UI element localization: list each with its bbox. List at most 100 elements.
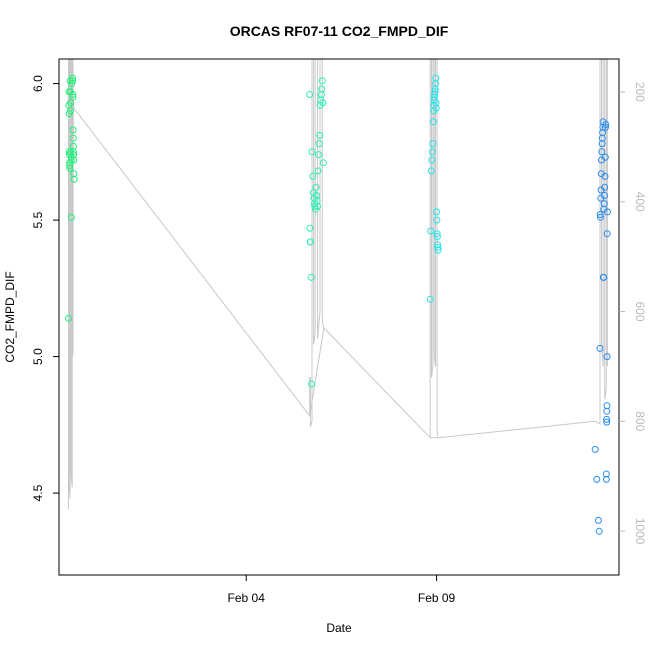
data-point	[426, 295, 434, 303]
y-axis-label: CO2_FMPD_DIF	[3, 271, 17, 362]
data-point	[600, 273, 608, 281]
data-point	[601, 172, 609, 180]
data-point	[429, 140, 437, 148]
secondary-y-tick-label: 1000	[633, 518, 647, 545]
data-point	[69, 91, 77, 98]
data-point	[600, 200, 608, 208]
data-point	[313, 197, 321, 205]
data-point	[591, 445, 599, 453]
data-point	[598, 148, 606, 156]
data-point	[603, 230, 611, 238]
data-point	[602, 475, 610, 483]
data-point	[306, 91, 314, 98]
secondary-y-tick-label: 400	[633, 192, 647, 212]
data-point	[319, 99, 327, 107]
y-tick-label: 4.5	[31, 484, 45, 501]
plot-frame	[58, 58, 620, 576]
data-point	[599, 129, 607, 137]
data-point	[603, 402, 611, 410]
data-point	[603, 208, 611, 216]
flight-4-altitude-line	[594, 58, 608, 425]
data-point	[67, 99, 74, 107]
x-tick-label: Feb 09	[418, 591, 456, 605]
data-point	[594, 516, 602, 524]
data-point	[319, 159, 327, 167]
data-point	[306, 238, 314, 246]
data-point	[70, 175, 78, 183]
y-tick-label: 5.5	[31, 211, 45, 228]
x-axis: Feb 04 Feb 09	[228, 575, 456, 605]
data-point	[316, 131, 324, 139]
data-point	[603, 353, 611, 361]
data-points	[65, 74, 611, 535]
data-point	[69, 74, 76, 82]
x-tick-label: Feb 04	[228, 591, 266, 605]
data-point	[431, 88, 439, 96]
data-point	[65, 314, 72, 322]
data-point	[67, 107, 75, 115]
data-point	[598, 140, 606, 148]
secondary-y-axis: 200 400 600 800 1000	[619, 82, 647, 545]
data-point	[595, 527, 603, 535]
data-point	[601, 153, 609, 161]
data-point	[312, 183, 320, 191]
chart-title: ORCAS RF07-11 CO2_FMPD_DIF	[230, 23, 449, 39]
data-point	[70, 148, 77, 156]
data-point	[597, 213, 604, 221]
data-point	[315, 151, 323, 159]
data-point	[69, 126, 77, 134]
data-point	[308, 148, 316, 156]
secondary-y-tick-label: 200	[633, 82, 647, 102]
data-point	[432, 104, 440, 112]
data-point	[69, 134, 77, 142]
data-point	[307, 273, 315, 281]
data-point	[602, 470, 610, 478]
data-point	[66, 164, 74, 172]
data-point	[596, 211, 604, 219]
data-point	[427, 227, 435, 235]
data-point	[70, 151, 78, 159]
data-point	[67, 213, 75, 221]
data-point	[433, 208, 441, 216]
y-tick-label: 6.0	[31, 75, 45, 92]
x-axis-label: Date	[326, 621, 352, 635]
data-point	[309, 172, 317, 180]
data-point	[70, 170, 78, 178]
data-point	[601, 192, 608, 199]
data-point	[308, 380, 315, 388]
data-point	[314, 167, 322, 175]
data-point	[596, 344, 604, 352]
secondary-y-tick-label: 800	[633, 411, 647, 431]
data-point	[69, 93, 77, 101]
data-point	[434, 246, 442, 254]
data-point	[427, 167, 435, 175]
flight-1-altitude-line	[68, 58, 75, 510]
altitude-trace	[68, 58, 608, 510]
altitude-connecting-line	[73, 108, 596, 439]
data-point	[429, 118, 437, 126]
y-tick-label: 5.0	[31, 348, 45, 365]
data-point	[602, 123, 609, 131]
data-point	[432, 74, 440, 82]
data-point	[601, 183, 609, 191]
data-point	[603, 418, 611, 426]
data-point	[314, 202, 322, 210]
data-point	[306, 224, 314, 232]
data-point	[434, 241, 442, 249]
data-point	[431, 85, 439, 93]
data-point	[593, 475, 601, 483]
data-point	[318, 85, 326, 93]
data-point	[433, 230, 441, 238]
data-point	[433, 216, 441, 224]
data-point	[603, 415, 611, 423]
y-axis: 4.5 5.0 5.5 6.0	[31, 75, 59, 501]
data-point	[433, 233, 441, 240]
data-point	[70, 156, 78, 164]
data-point	[315, 140, 323, 148]
secondary-y-tick-label: 600	[633, 301, 647, 321]
data-point	[434, 243, 442, 251]
data-point	[432, 99, 440, 107]
data-point	[428, 156, 436, 164]
data-point	[428, 148, 436, 156]
